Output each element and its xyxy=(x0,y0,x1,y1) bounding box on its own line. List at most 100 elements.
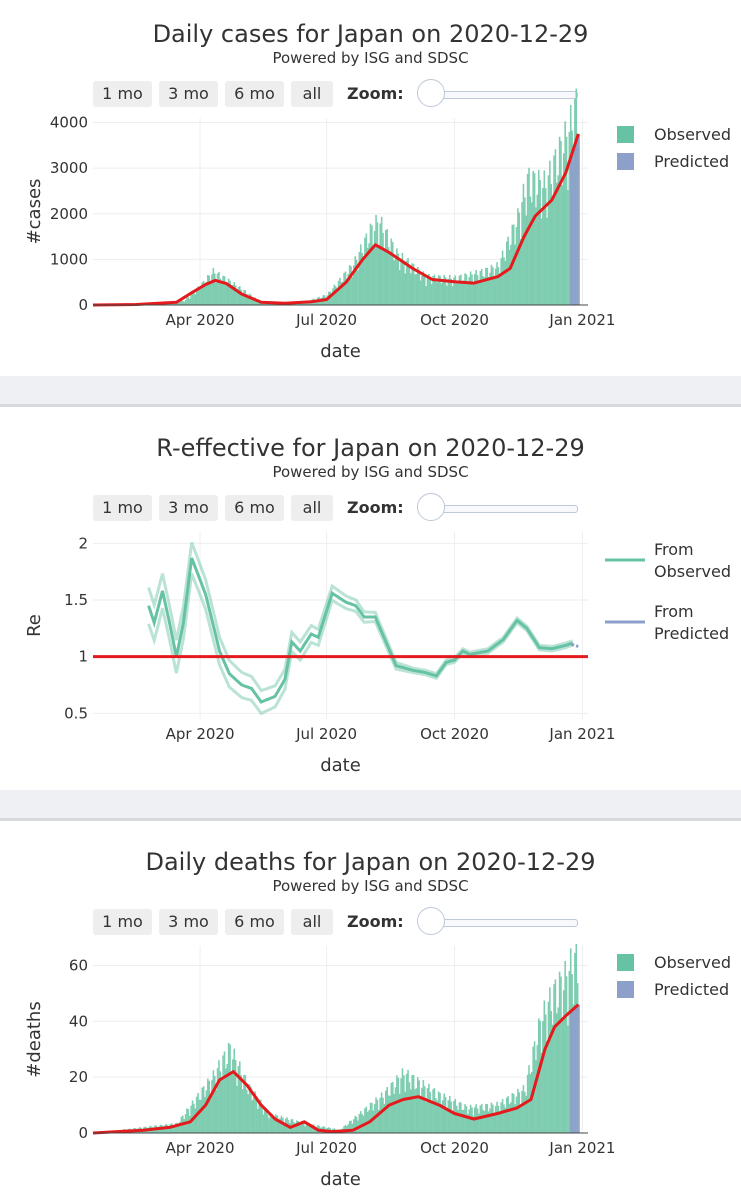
observed-bar xyxy=(339,277,341,305)
cases-zoom-slider-handle[interactable] xyxy=(417,79,445,107)
re-range-6mo-button[interactable]: 6 mo xyxy=(225,495,284,521)
observed-bar xyxy=(390,238,393,305)
observed-bar xyxy=(518,212,521,305)
re-range-3mo-button[interactable]: 3 mo xyxy=(159,495,218,521)
observed-bar xyxy=(308,1124,311,1133)
x-tick-label: Jan 2021 xyxy=(548,725,615,743)
observed-bar xyxy=(389,252,391,305)
observed-bar xyxy=(309,1127,312,1133)
observed-bar xyxy=(262,1114,265,1133)
observed-bar xyxy=(232,1059,234,1133)
observed-bar xyxy=(200,288,202,305)
observed-bar xyxy=(220,282,223,305)
observed-bar xyxy=(482,276,484,305)
observed-bar xyxy=(496,262,498,305)
deaths-range-3mo-button[interactable]: 3 mo xyxy=(159,909,218,935)
observed-bar xyxy=(467,282,469,305)
observed-bar xyxy=(179,301,181,305)
observed-bar xyxy=(562,990,565,1133)
observed-bar xyxy=(383,1103,386,1133)
observed-bar xyxy=(518,1092,521,1133)
deaths-zoom-label: Zoom: xyxy=(347,912,404,931)
observed-bar xyxy=(426,277,429,305)
observed-bar xyxy=(490,1102,493,1133)
re-range-1mo-button[interactable]: 1 mo xyxy=(93,495,152,521)
re-zoom-slider-handle[interactable] xyxy=(417,493,445,521)
observed-bar xyxy=(258,1102,261,1133)
observed-bar xyxy=(251,1100,254,1133)
deaths-zoom-slider-handle[interactable] xyxy=(417,907,445,935)
deaths-subtitle: Powered by ISG and SDSC xyxy=(272,877,469,895)
observed-bar xyxy=(225,283,227,305)
observed-bar xyxy=(337,280,340,305)
observed-bar xyxy=(482,1109,484,1133)
observed-bar xyxy=(530,1072,533,1133)
observed-bar xyxy=(225,1068,227,1133)
observed-bar xyxy=(544,188,547,305)
observed-bar xyxy=(273,1118,276,1133)
observed-bar xyxy=(468,1109,471,1133)
cases-range-6mo-button[interactable]: 6 mo xyxy=(225,81,284,107)
observed-bar xyxy=(487,1111,490,1133)
observed-bar xyxy=(220,1077,223,1133)
observed-bar xyxy=(557,1007,560,1133)
observed-bar xyxy=(458,1102,461,1133)
re-zoom-label: Zoom: xyxy=(347,498,404,517)
observed-bar xyxy=(476,275,479,305)
observed-bar xyxy=(397,253,400,305)
observed-bar xyxy=(433,274,436,305)
cases-range-1mo-button[interactable]: 1 mo xyxy=(93,81,152,107)
observed-bar xyxy=(223,1051,226,1133)
re-range-all-button[interactable]: all xyxy=(291,495,333,521)
observed-bar xyxy=(172,1124,174,1133)
observed-bar xyxy=(551,197,554,305)
observed-bar xyxy=(195,288,198,305)
observed-bar xyxy=(414,1089,416,1133)
x-tick-label: Apr 2020 xyxy=(166,1139,235,1157)
legend-predicted-swatch xyxy=(617,153,634,170)
observed-bar xyxy=(510,1102,512,1133)
observed-bar xyxy=(564,121,566,305)
observed-bar xyxy=(448,1096,451,1133)
deaths-range-all-button[interactable]: all xyxy=(291,909,333,935)
observed-bar xyxy=(536,1045,539,1133)
deaths-range-1mo-button[interactable]: 1 mo xyxy=(93,909,152,935)
observed-bar xyxy=(202,280,205,305)
observed-bar xyxy=(564,961,566,1133)
x-axis-label: date xyxy=(320,755,361,776)
observed-bar xyxy=(241,1089,244,1133)
observed-bar xyxy=(380,216,383,305)
observed-bar xyxy=(461,1110,464,1133)
observed-bar xyxy=(280,1115,283,1133)
observed-bar xyxy=(216,273,219,305)
observed-bar xyxy=(247,295,249,305)
deaths-range-6mo-button[interactable]: 6 mo xyxy=(225,909,284,935)
observed-bar xyxy=(213,1075,216,1133)
observed-bar xyxy=(558,136,561,305)
observed-bar xyxy=(521,202,523,305)
observed-bar xyxy=(236,1085,238,1133)
observed-bar xyxy=(490,264,493,305)
observed-bar xyxy=(275,1114,277,1133)
observed-bar xyxy=(410,1089,412,1133)
observed-bar xyxy=(384,230,387,305)
observed-bar xyxy=(460,1102,462,1133)
observed-bar xyxy=(332,288,334,305)
observed-bar xyxy=(405,260,408,305)
observed-bar xyxy=(248,1084,251,1133)
observed-bar xyxy=(547,175,550,305)
observed-bar xyxy=(191,291,194,305)
observed-bar xyxy=(362,257,365,305)
observed-bar xyxy=(404,1091,407,1133)
observed-bar xyxy=(537,169,540,305)
observed-bar xyxy=(435,280,437,305)
cases-range-all-button[interactable]: all xyxy=(291,81,333,107)
observed-bar xyxy=(282,1117,284,1133)
observed-bar xyxy=(442,280,444,305)
observed-bar xyxy=(486,1104,489,1133)
observed-bar xyxy=(372,246,375,305)
cases-range-3mo-button[interactable]: 3 mo xyxy=(159,81,218,107)
re-predicted-line xyxy=(570,642,579,648)
observed-bar xyxy=(261,1105,263,1133)
observed-bar xyxy=(412,1074,415,1133)
